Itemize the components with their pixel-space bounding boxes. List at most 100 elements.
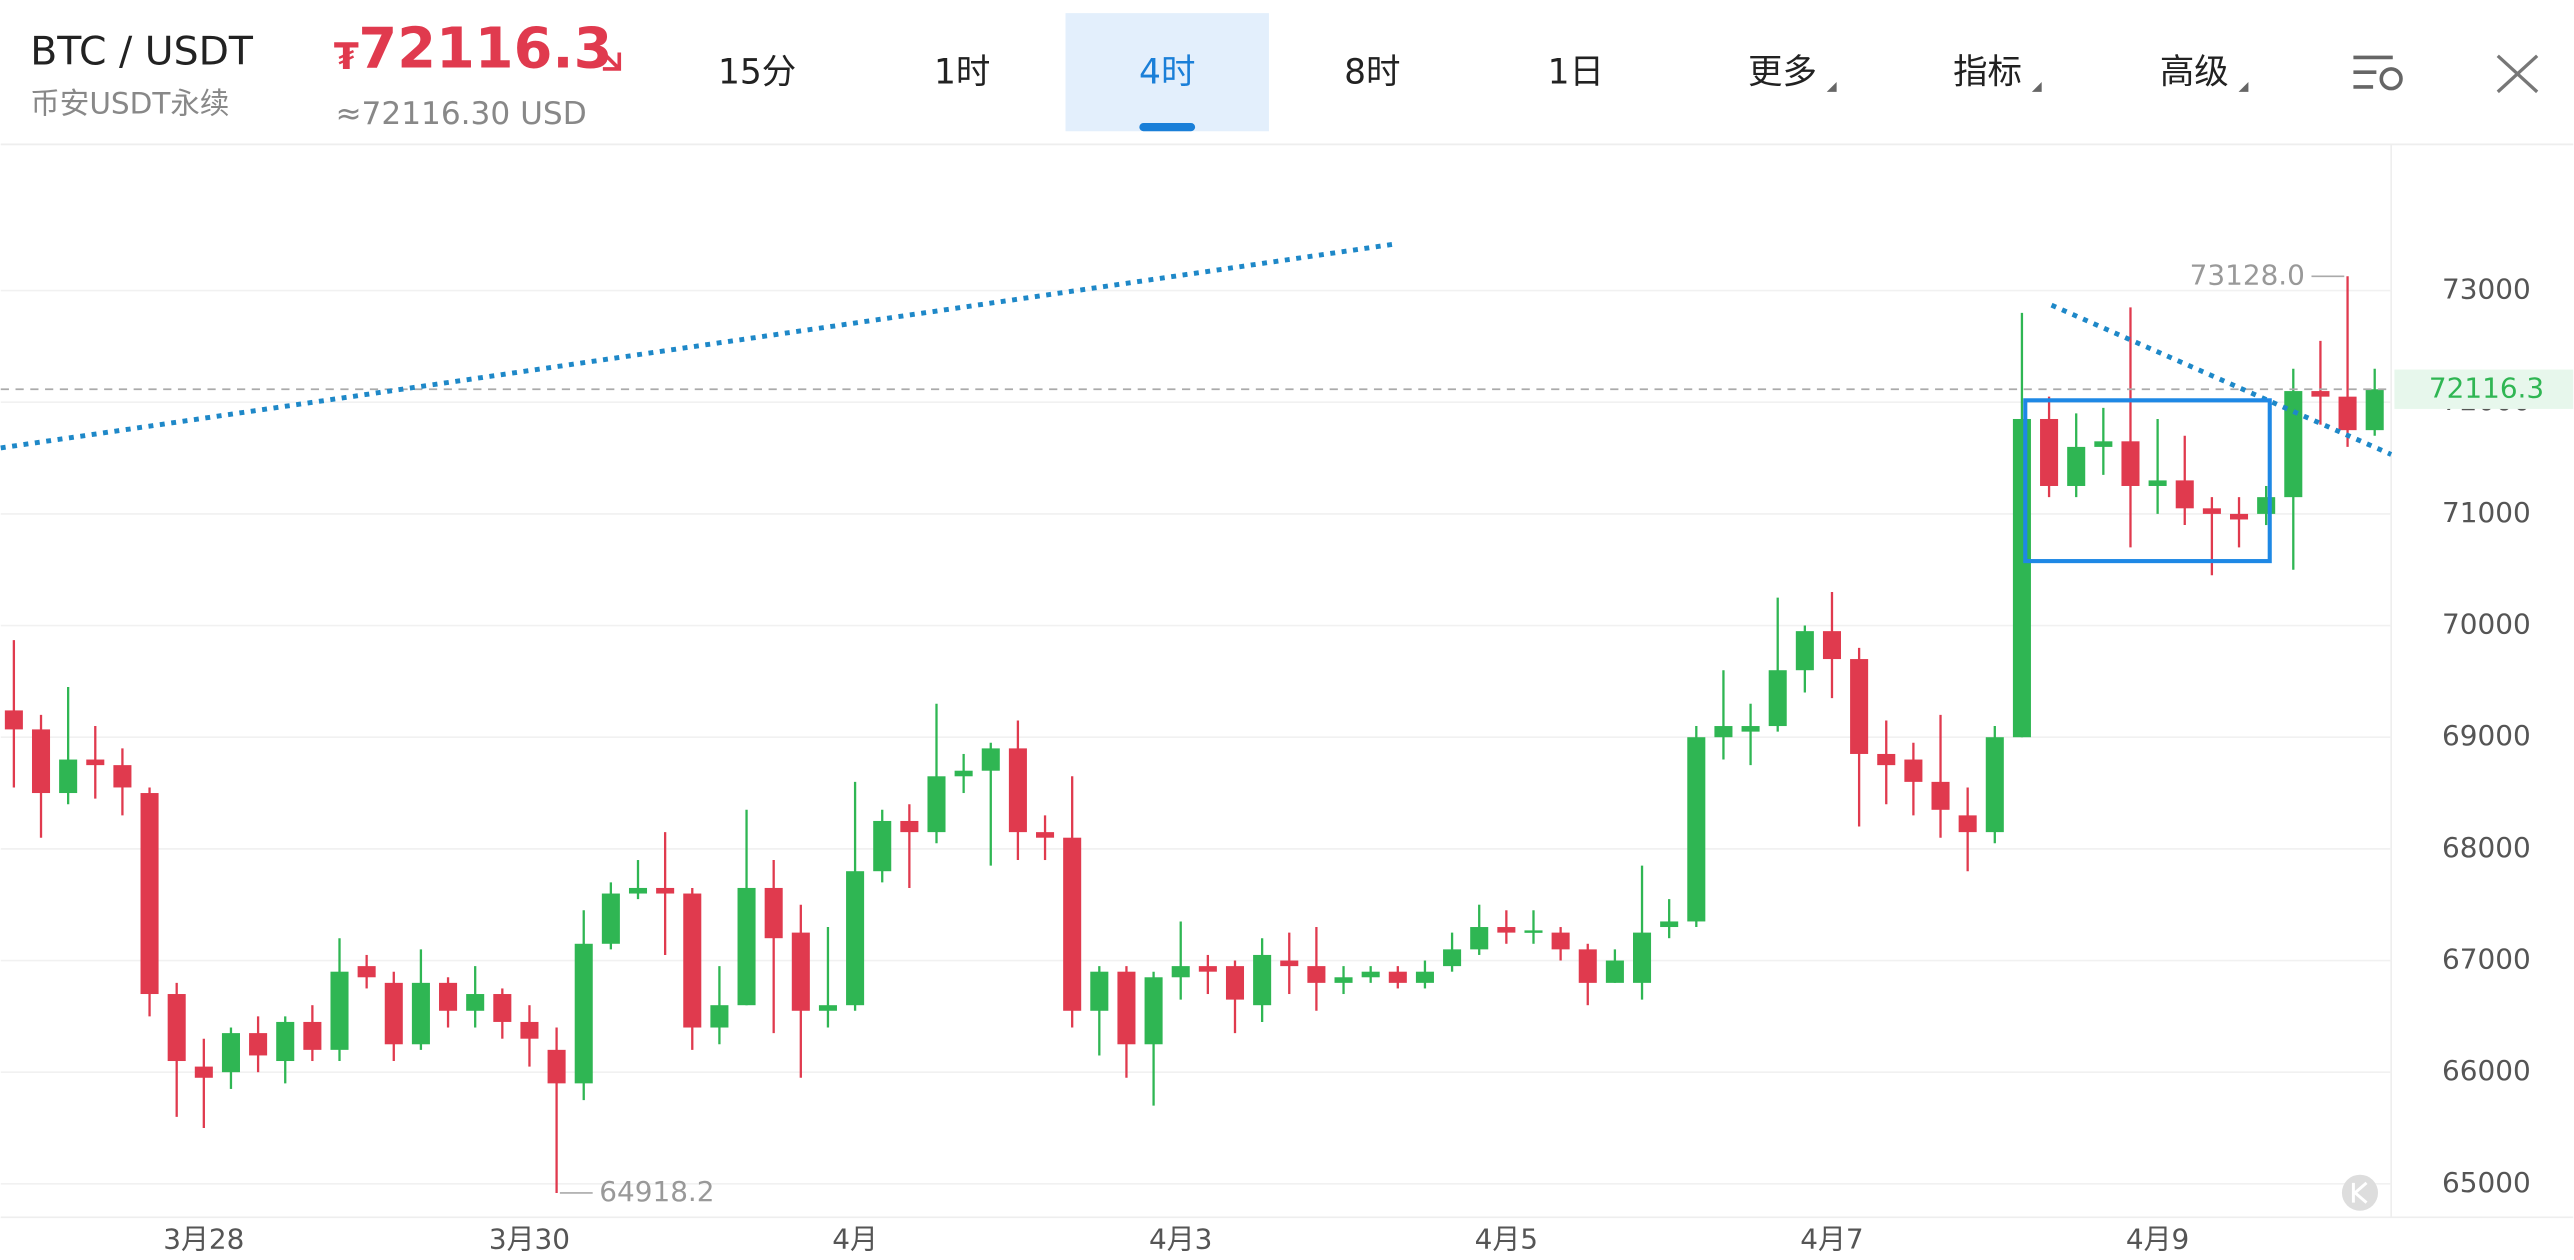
candle-body — [1415, 971, 1434, 983]
candle-body — [1117, 971, 1136, 1045]
candle-body — [1877, 753, 1896, 766]
dropdown-caret — [1826, 82, 1837, 92]
candle-body — [113, 765, 132, 788]
candle-body — [86, 759, 105, 766]
tab[interactable]: 指标 — [1953, 52, 2022, 92]
candle-body — [1551, 932, 1570, 950]
candle-body — [2257, 497, 2276, 514]
candle-body — [791, 932, 810, 1011]
candle-body — [411, 982, 430, 1045]
candle-body — [2121, 441, 2140, 486]
candle-body — [303, 1021, 322, 1050]
market: 币安USDT永续 — [30, 87, 229, 121]
x-tick-label: 3月28 — [163, 1222, 244, 1255]
tab[interactable]: 4时 — [1139, 52, 1195, 92]
candle-body — [656, 887, 675, 894]
candle-body — [737, 887, 756, 1006]
candle-body — [1144, 977, 1163, 1045]
candle-body — [1741, 726, 1760, 732]
candle-body — [1605, 960, 1624, 983]
candle-body — [1280, 960, 1299, 967]
tab[interactable]: 8时 — [1344, 52, 1400, 92]
candle-body — [574, 943, 593, 1084]
symbol: BTC / USDT — [30, 29, 254, 75]
candle-body — [330, 971, 349, 1050]
logo-badge — [2341, 1174, 2379, 1211]
candle-body — [954, 770, 973, 777]
candle-body — [439, 982, 458, 1011]
currency-symbol: ₮ — [334, 36, 359, 78]
candle-body — [2202, 508, 2221, 514]
candle-body — [1822, 631, 1842, 660]
candle-body — [900, 820, 919, 833]
candle-body — [1687, 737, 1706, 922]
candle-body — [31, 729, 51, 794]
x-tick-label: 4月9 — [2126, 1222, 2189, 1255]
candle-body — [167, 994, 186, 1062]
candle-body — [1497, 927, 1516, 933]
candle-body — [1225, 966, 1245, 1000]
candle-body — [1470, 927, 1489, 950]
candle-body — [2338, 396, 2357, 431]
tab[interactable]: 15分 — [718, 52, 796, 92]
candle-body — [683, 893, 702, 1028]
candle-body — [846, 871, 865, 1006]
candle-body — [1904, 759, 1923, 782]
candle-body — [1253, 954, 1272, 1006]
candle-body — [4, 710, 23, 730]
x-tick-label: 4月 — [832, 1222, 878, 1255]
tab[interactable]: 高级 — [2160, 52, 2229, 92]
dropdown-caret — [2238, 82, 2249, 92]
candle-body — [2148, 480, 2167, 486]
candle-body — [59, 759, 78, 794]
candle-body — [221, 1033, 240, 1073]
candle-body — [194, 1066, 213, 1078]
candle-body — [1361, 971, 1380, 978]
last-price-badge — [2394, 369, 2574, 409]
candle-body — [2311, 391, 2330, 397]
tab[interactable]: 1时 — [934, 52, 990, 92]
candle-body — [1768, 670, 1787, 727]
tab[interactable]: 1日 — [1548, 52, 1604, 92]
dropdown-caret — [2031, 82, 2042, 92]
tab-bar: 15分 1时 4时 8时 1日 更多 指标 高级 — [718, 13, 2249, 132]
candle-body — [981, 748, 1000, 771]
candle-body — [873, 820, 892, 872]
tab-indicator — [1139, 123, 1196, 132]
candle-body — [493, 994, 512, 1022]
settings-icon[interactable] — [2353, 55, 2403, 91]
candle-body — [357, 966, 376, 978]
candle-body — [1578, 949, 1597, 983]
candle-body — [2229, 513, 2249, 520]
candle-body — [466, 994, 485, 1011]
candle-body — [1036, 832, 1055, 838]
tab[interactable]: 更多 — [1748, 52, 1817, 92]
candle-body — [249, 1033, 268, 1056]
candle-body — [1985, 737, 2004, 833]
candle-body — [1633, 932, 1652, 983]
y-tick-label: 69000 — [2442, 719, 2531, 752]
candle-body — [2284, 391, 2303, 498]
max-marker-label: 73128.0 — [2190, 258, 2305, 291]
y-tick-label: 68000 — [2442, 831, 2531, 864]
candle-body — [1008, 748, 1027, 833]
x-tick-label: 4月7 — [1800, 1222, 1863, 1255]
candle-body — [710, 1005, 729, 1028]
y-tick-label: 65000 — [2442, 1166, 2531, 1199]
candle-body — [547, 1049, 566, 1084]
candle-body — [1063, 837, 1082, 1011]
min-marker-label: 64918.2 — [599, 1175, 714, 1208]
logo-mark — [2351, 1181, 2368, 1204]
candle-body — [1714, 726, 1733, 738]
close-button[interactable] — [2496, 54, 2539, 94]
trend-line — [2050, 302, 2393, 457]
trend-line — [0, 242, 1393, 451]
x-tick-label: 4月5 — [1475, 1222, 1538, 1255]
candle-body — [140, 793, 159, 995]
candle-body — [2365, 389, 2384, 431]
y-tick-label: 66000 — [2442, 1054, 2531, 1087]
candle-body — [927, 776, 946, 833]
